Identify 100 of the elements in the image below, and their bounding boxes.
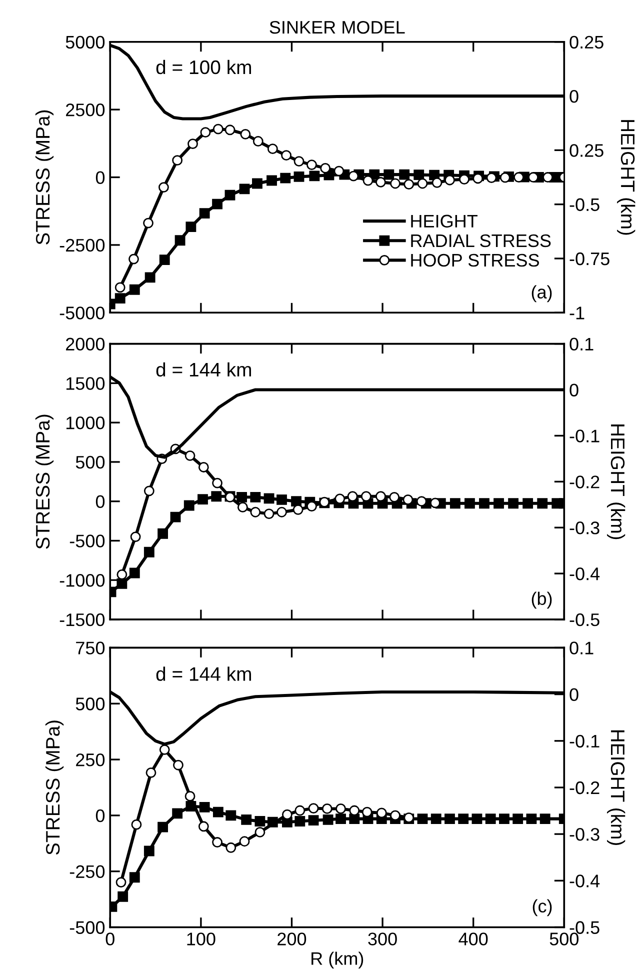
point [224,190,236,200]
y2-tick-label: -0.2 [570,781,600,794]
point [486,172,497,184]
point [184,790,196,802]
x-tick-label: 300 [368,932,397,946]
point [174,235,186,246]
point [322,814,334,825]
point [384,169,394,180]
point [306,160,317,170]
point [116,578,128,589]
point [254,816,266,826]
annotation: (c) [532,899,552,916]
y2-tick-label: -0.3 [570,522,600,534]
point [499,814,510,824]
point [172,808,183,819]
y-tick-label: 500 [76,456,105,469]
point [294,172,304,182]
annotation: (a) [532,285,552,302]
point [172,155,183,166]
point [226,810,236,821]
point [306,501,317,512]
point [537,498,548,509]
y2-tick-label: 0 [570,688,578,702]
y2-tick-label: -0.3 [570,828,600,841]
y2-tick-label: 0.1 [570,338,594,351]
point [198,821,209,832]
point [264,508,274,519]
y2-axis-title: HEIGHT (km) [617,120,636,235]
point [322,804,332,814]
annotation: d = 100 km [156,60,251,74]
point [114,282,126,293]
point [459,174,470,185]
point [281,150,292,161]
point [128,254,139,264]
point [129,872,140,883]
point [414,170,424,180]
y-tick-label: 0 [96,495,105,508]
point [512,814,524,824]
point [252,178,262,189]
x-tick-label: 100 [187,932,216,946]
point [362,175,374,186]
point [347,491,358,502]
y2-tick-label: 0.1 [570,642,594,654]
point [508,498,519,509]
point [254,826,266,838]
point [417,178,428,189]
point [362,806,372,818]
point [336,804,346,814]
y-tick-label: 1500 [66,377,105,390]
point [494,498,504,509]
y-tick-label: -1000 [60,574,105,587]
y-tick-label: -250 [70,865,105,878]
point [458,814,469,824]
point [186,222,196,232]
point [336,814,346,824]
y2-tick-label: -1 [570,306,584,320]
annotation: d = 144 km [156,666,251,681]
x-tick-label: 400 [458,932,488,946]
point [522,498,534,509]
point [294,156,304,166]
y2-tick-label: 0 [570,384,578,396]
y-tick-label: -500 [70,534,105,548]
point [144,486,154,496]
point [239,184,250,194]
point [528,172,538,182]
y-tick-label: -1500 [60,613,105,626]
point [173,760,184,770]
point [430,814,442,824]
point [212,478,222,488]
point [267,144,278,154]
y2-tick-label: -0.1 [570,734,600,748]
legend-label: HEIGHT [411,214,478,228]
point [376,176,386,188]
y-tick-label: 750 [76,642,105,654]
point [294,816,306,826]
y2-tick-label: -0.5 [570,921,600,934]
point [212,837,222,848]
annotation: d = 144 km [156,362,251,377]
y-tick-label: -5000 [60,306,105,320]
point [143,218,154,228]
annotation: (b) [532,592,552,609]
point [236,492,247,502]
point [444,814,455,824]
point [116,877,126,888]
point [250,506,261,518]
y-tick-label: 500 [76,698,105,710]
point [404,179,414,190]
point [158,528,168,539]
y2-tick-label: 0 [570,90,578,103]
point [129,284,140,295]
y-axis-title: STRESS (MPa) [35,110,54,244]
point [282,809,292,820]
point [158,822,168,832]
chart-title: SINKER MODEL [270,20,405,34]
point [360,491,372,502]
point [417,814,428,824]
point [144,846,154,856]
x-tick-label: 200 [278,932,306,946]
point [146,768,156,778]
point [479,498,490,509]
